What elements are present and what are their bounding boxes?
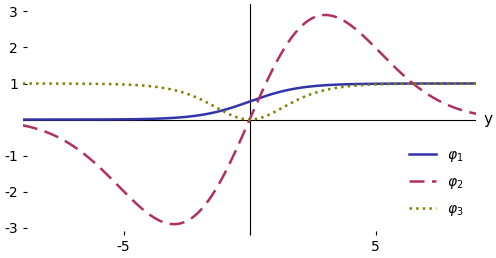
Text: y: y xyxy=(484,112,493,127)
Legend: $\varphi_1$, $\varphi_2$, $\varphi_3$: $\varphi_1$, $\varphi_2$, $\varphi_3$ xyxy=(403,142,470,223)
